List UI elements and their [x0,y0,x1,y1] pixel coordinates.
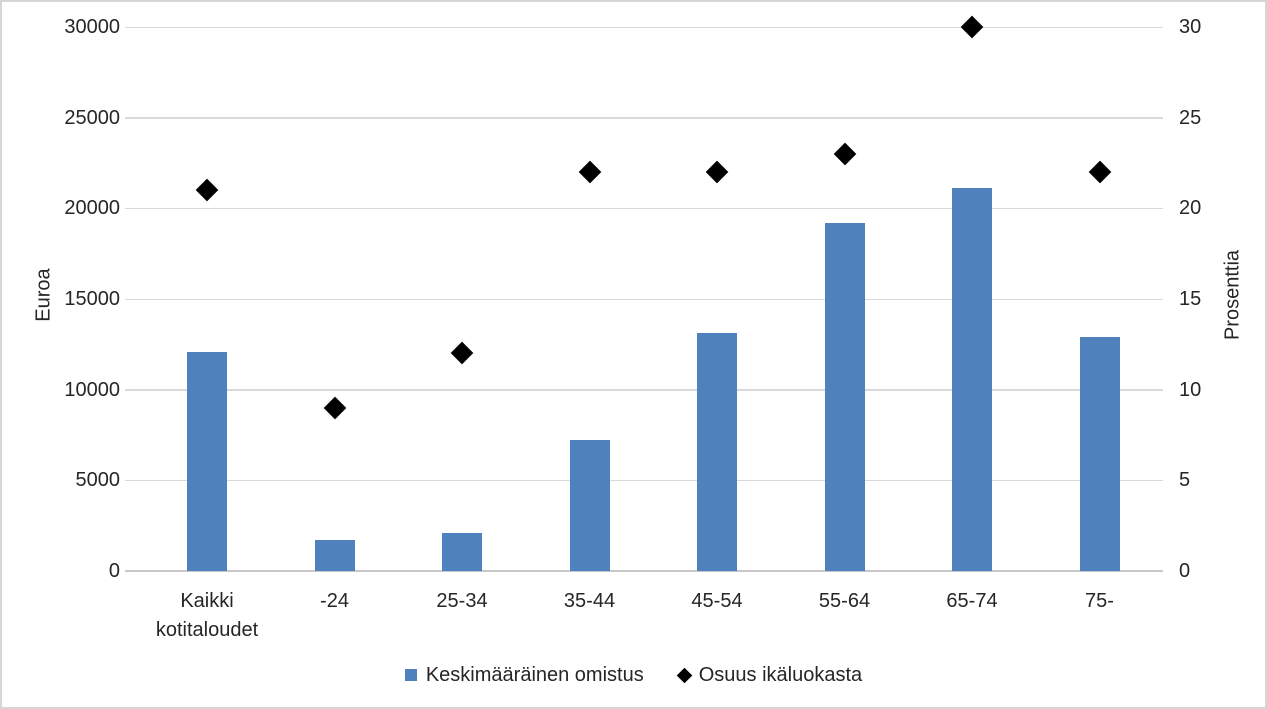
bar [442,532,482,571]
legend-item-scatter-series: Osuus ikäluokasta [676,663,863,687]
bar [952,188,992,571]
gridline [125,207,1163,210]
left-axis-tick-label: 5000 [75,469,121,492]
x-category-label: 45-54 [691,590,743,612]
scatter-point-diamond [960,15,984,39]
legend-label-bar-series: Keskimääräinen omistus [425,663,644,686]
x-category-label: Kaikki kotitaloudet [155,590,259,641]
gridline [125,389,1163,391]
bar [697,333,737,571]
scatter-point-diamond [833,142,856,166]
right-axis-tick-label: 30 [1179,16,1202,38]
x-category-label: 55-64 [818,590,871,612]
x-category-label: 75- [1085,590,1114,612]
x-category-label: 25-34 [436,590,488,612]
left-axis-tick-label: 30000 [64,16,120,38]
gridline [125,298,1163,300]
plot-area [125,15,1163,572]
scatter-point-diamond [1088,160,1111,184]
left-axis-tick-label: 10000 [64,378,120,401]
bar [314,540,355,571]
left-axis-tick-label: 15000 [64,288,120,310]
x-category-label: 65-74 [946,590,998,612]
bar [569,440,610,571]
legend-item-bar-series: Keskimääräinen omistus [404,663,644,687]
x-category-label: 35-44 [563,590,616,612]
left-axis-tick-label: 20000 [64,197,120,220]
legend-label-scatter-series: Osuus ikäluokasta [698,663,863,686]
right-axis-tick-label: 15 [1179,288,1202,310]
bar [1079,337,1120,571]
scatter-point-diamond [323,396,346,420]
right-axis-tick-label: 5 [1179,469,1191,492]
right-axis-tick-label: 25 [1179,106,1202,129]
scatter-point-diamond [450,342,474,365]
scatter-point-diamond [578,160,601,184]
right-axis-tick-label: 20 [1179,197,1202,220]
legend: Keskimääräinen omistus Osuus ikäluokasta [2,661,1265,689]
legend-square-marker-icon [404,669,417,681]
right-axis-tick-label: 0 [1179,560,1191,582]
left-axis-tick-label: 25000 [64,106,120,129]
x-axis-line [125,570,1163,572]
gridline [125,479,1163,482]
x-category-label: -24 [320,590,349,612]
scatter-point-diamond [195,178,219,202]
scatter-point-diamond [705,160,729,184]
legend-diamond-marker-icon [676,667,692,683]
bar [824,222,865,571]
gridline [125,117,1163,119]
bar [187,351,227,571]
left-axis-tick-label: 0 [108,560,120,582]
gridline [125,26,1163,28]
right-axis-tick-label: 10 [1179,378,1202,401]
